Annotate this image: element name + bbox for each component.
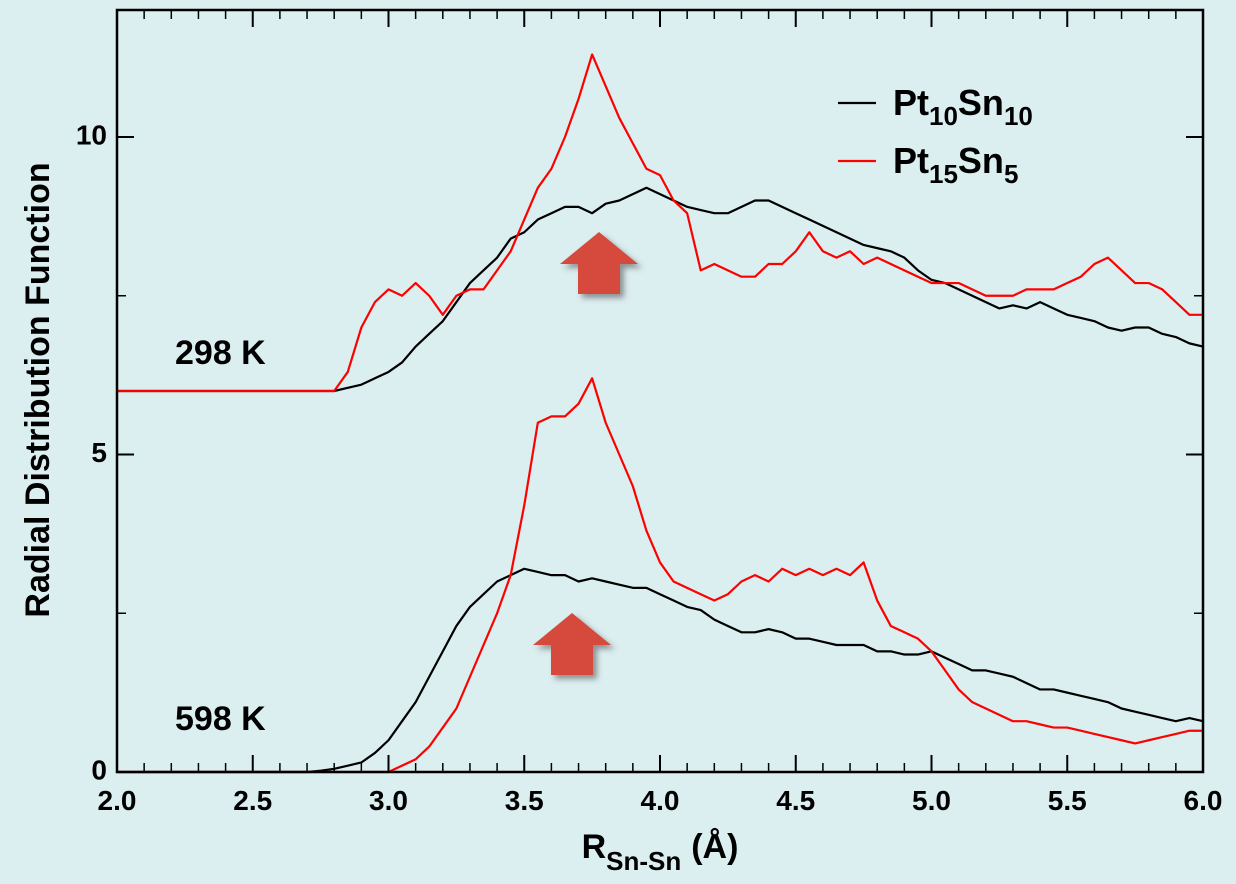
x-axis-label-unit: (Å) — [691, 828, 738, 866]
x-tick-label: 2.5 — [233, 785, 272, 816]
x-tick-label: 2.0 — [98, 785, 137, 816]
plot-frame — [115, 8, 1205, 774]
legend-label: Pt15Sn5 — [893, 140, 1018, 189]
x-tick-label: 4.0 — [641, 785, 680, 816]
data-line — [117, 53, 1203, 393]
y-tick-label: 0 — [91, 754, 107, 785]
x-axis-label: RSn-Sn (Å) — [582, 828, 739, 876]
y-tick-label: 5 — [91, 437, 107, 468]
y-tick-label: 10 — [76, 119, 107, 150]
arrow — [560, 232, 638, 294]
legend-label-part: 5 — [1004, 159, 1018, 189]
x-tick-label: 4.5 — [776, 785, 815, 816]
legend-label-part: Sn — [958, 140, 1004, 181]
legend-label-part: Sn — [958, 82, 1004, 123]
x-axis-label-main: R — [582, 828, 607, 866]
annotation: 298 K — [175, 334, 266, 372]
x-tick-label: 5.5 — [1048, 785, 1087, 816]
x-tick-label: 6.0 — [1184, 785, 1223, 816]
legend-label-part: 15 — [929, 159, 958, 189]
legend-label-part: Pt — [893, 140, 929, 181]
legend-label-part: Pt — [893, 82, 929, 123]
x-tick-label: 5.0 — [912, 785, 951, 816]
x-tick-label: 3.5 — [505, 785, 544, 816]
x-tick-label: 3.0 — [369, 785, 408, 816]
legend-label: Pt10Sn10 — [893, 82, 1033, 131]
x-axis-label-subscript: Sn-Sn — [606, 846, 681, 876]
arrow — [533, 613, 611, 675]
legend-label-part: 10 — [929, 101, 958, 131]
legend-label-part: 10 — [1004, 101, 1033, 131]
y-axis-label: Radial Distribution Function — [19, 162, 57, 617]
annotation: 598 K — [175, 700, 266, 738]
